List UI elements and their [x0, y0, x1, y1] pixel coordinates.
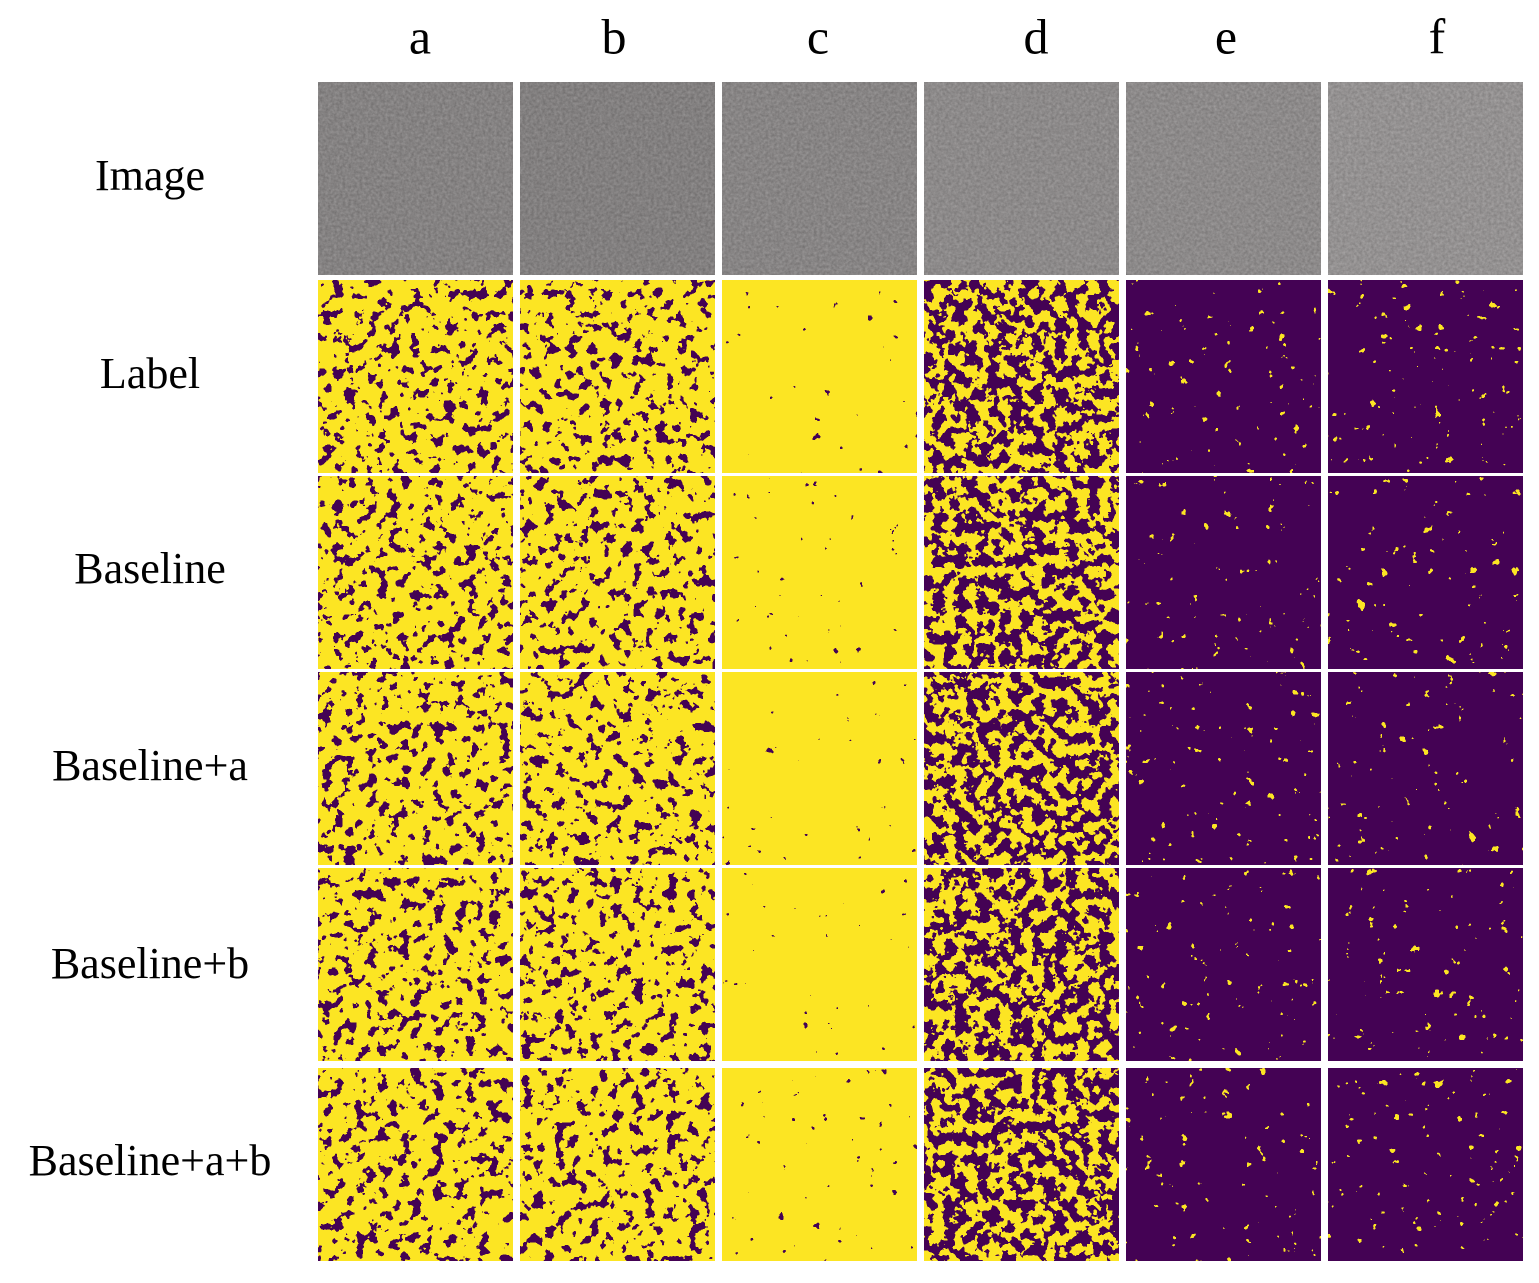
column-label: f: [1429, 8, 1446, 64]
row-label: Label: [100, 349, 200, 398]
mask-cell: [924, 476, 1119, 669]
mask-cell: [924, 672, 1119, 865]
column-label: c: [807, 8, 829, 64]
mask-cell: [520, 672, 715, 865]
mask-cell: [520, 280, 715, 473]
mask-cell: [1328, 476, 1523, 669]
image-cell: [520, 82, 715, 275]
row-label: Baseline+a: [52, 741, 248, 790]
mask-cell: [924, 868, 1119, 1061]
image-cell: [1126, 82, 1321, 275]
mask-cell: [722, 476, 917, 669]
mask-cell: [1126, 476, 1321, 669]
mask-cell: [722, 672, 917, 865]
mask-cell: [318, 1068, 513, 1261]
image-cell: [1328, 82, 1523, 275]
image-cell: [924, 82, 1119, 275]
mask-cell: [1328, 1068, 1523, 1261]
mask-cell: [318, 868, 513, 1061]
column-label: e: [1215, 8, 1237, 64]
mask-cell: [318, 476, 513, 669]
mask-cell: [1328, 868, 1523, 1061]
row-label: Baseline+b: [51, 939, 249, 988]
mask-cell: [924, 280, 1119, 473]
mask-cell: [1126, 1068, 1321, 1261]
mask-cell: [520, 476, 715, 669]
image-cell: [318, 82, 513, 275]
image-cell: [722, 82, 917, 275]
mask-cell: [722, 1068, 917, 1261]
mask-cell: [318, 672, 513, 865]
column-label: a: [409, 8, 431, 64]
mask-cell: [924, 1068, 1119, 1261]
mask-cell: [1126, 672, 1321, 865]
column-label: b: [602, 8, 627, 64]
mask-cell: [318, 280, 513, 473]
mask-cell: [520, 1068, 715, 1261]
row-label: Image: [95, 151, 205, 200]
mask-cell: [722, 868, 917, 1061]
row-label: Baseline: [74, 544, 226, 593]
mask-cell: [722, 280, 917, 473]
column-label: d: [1024, 8, 1049, 64]
mask-cell: [520, 868, 715, 1061]
mask-cell: [1328, 280, 1523, 473]
mask-cell: [1126, 280, 1321, 473]
mask-cell: [1328, 672, 1523, 865]
mask-cell: [1126, 868, 1321, 1061]
row-label: Baseline+a+b: [29, 1136, 272, 1185]
